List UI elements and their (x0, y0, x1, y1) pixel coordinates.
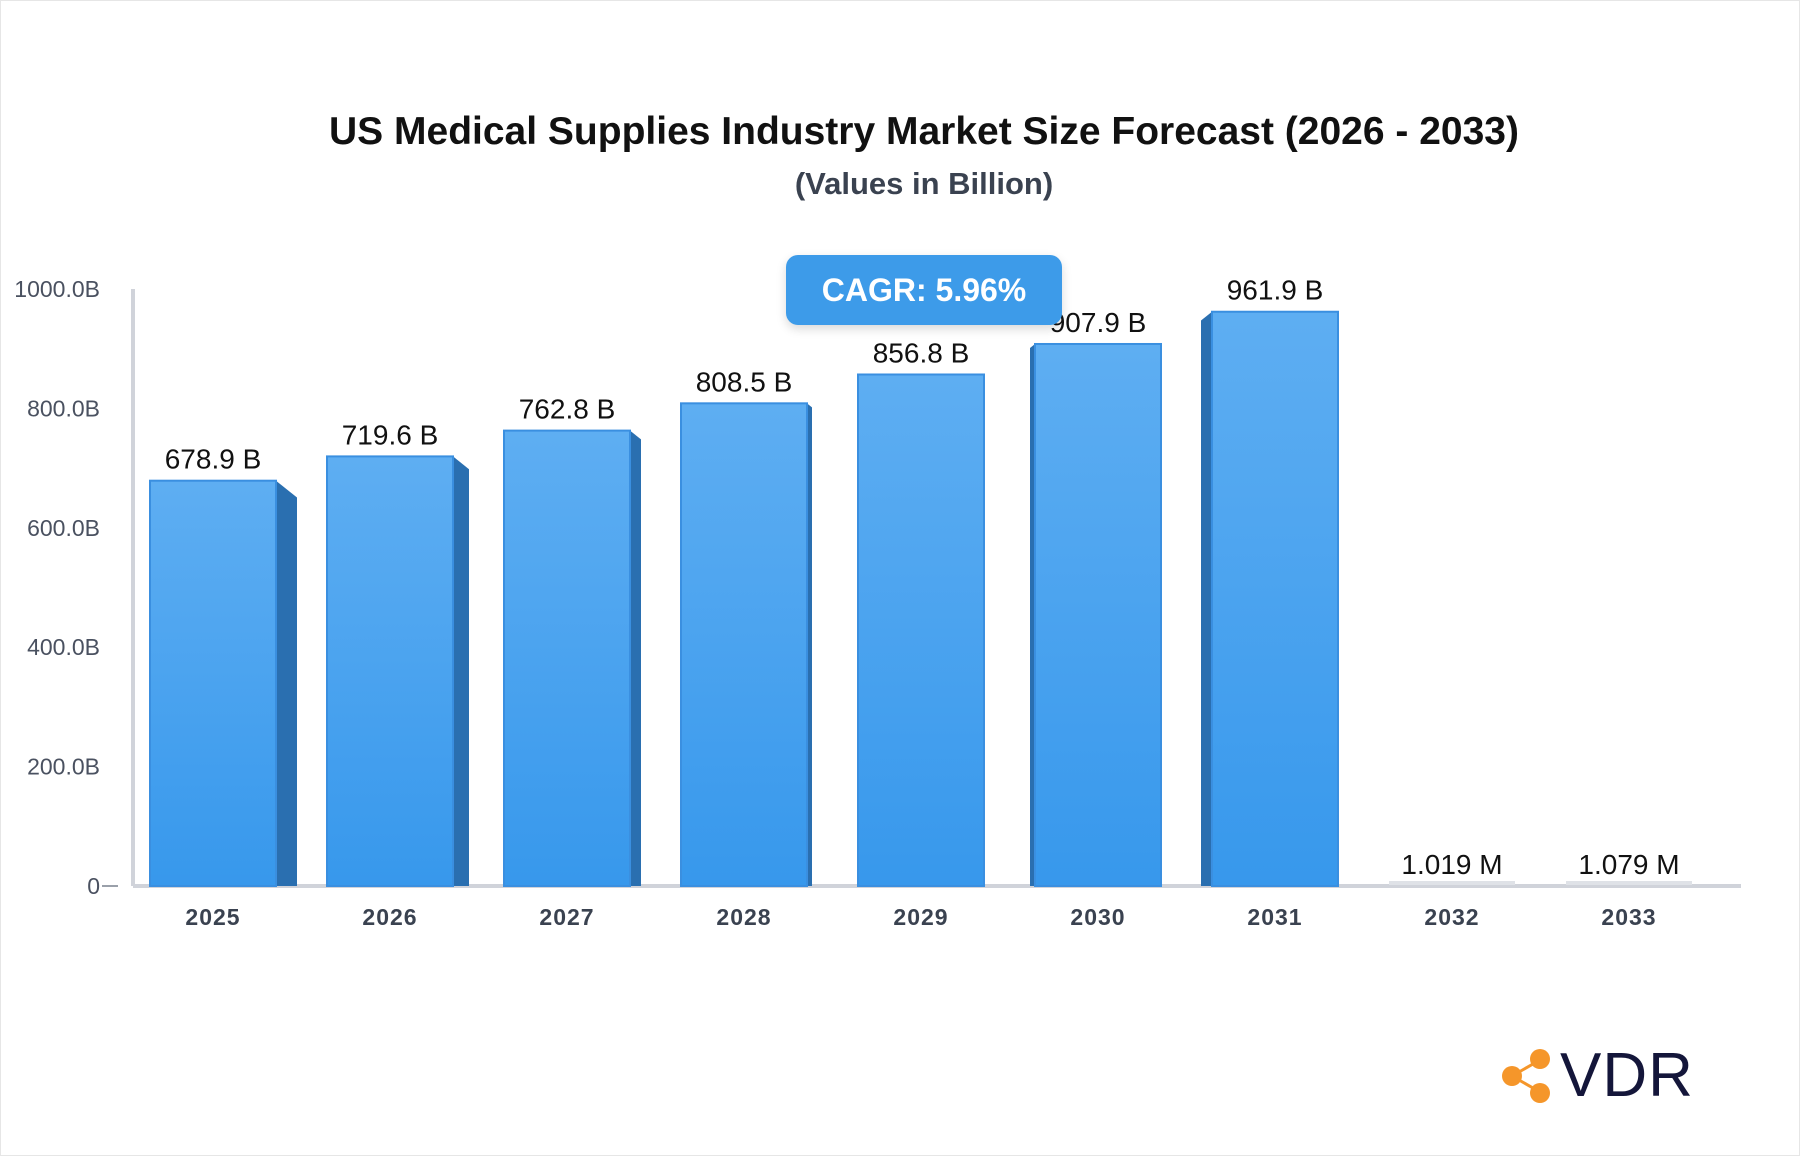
data-label: 762.8 B (519, 394, 616, 425)
x-tick-label: 2029 (893, 904, 948, 930)
bar-side (453, 456, 469, 886)
data-label: 1.079 M (1578, 849, 1679, 880)
data-label: 856.8 B (873, 337, 970, 368)
x-tick-label: 2025 (185, 904, 240, 930)
bar-side (1201, 311, 1212, 886)
bar-side (1030, 343, 1035, 886)
cagr-badge: CAGR: 5.96% (786, 255, 1062, 325)
x-tick-label: 2030 (1070, 904, 1125, 930)
y-tick-label: 200.0B (27, 754, 100, 780)
data-label: 1.019 M (1401, 849, 1502, 880)
bar-side (807, 403, 812, 886)
x-tick-label: 2031 (1247, 904, 1302, 930)
chart-title: US Medical Supplies Industry Market Size… (329, 110, 1519, 153)
y-tick-label: 800.0B (27, 395, 100, 421)
bar (1034, 342, 1162, 887)
x-tick-label: 2032 (1424, 904, 1479, 930)
data-label: 678.9 B (165, 444, 262, 475)
y-tick-label: 0 (87, 873, 100, 899)
bar (680, 402, 808, 887)
bar (1566, 881, 1692, 885)
chart-subtitle: (Values in Billion) (794, 166, 1054, 201)
x-tick-label: 2026 (362, 904, 417, 930)
y-tick-label: 1000.0B (14, 276, 100, 302)
data-label: 961.9 B (1227, 275, 1324, 306)
bar (503, 429, 631, 887)
data-label: 719.6 B (342, 419, 439, 450)
x-tick-label: 2027 (539, 904, 594, 930)
bar-side (630, 430, 641, 886)
bar (857, 373, 985, 887)
bar (326, 455, 454, 887)
bar (1389, 881, 1515, 885)
bar-side (276, 480, 297, 886)
data-label: 907.9 B (1050, 307, 1147, 338)
share-nodes-icon (1502, 1048, 1550, 1103)
vdr-logo: VDR (1500, 1040, 1694, 1111)
x-tick-label: 2033 (1601, 904, 1656, 930)
bar (149, 479, 277, 887)
x-tick-label: 2028 (716, 904, 771, 930)
y-tick-label: 400.0B (27, 634, 100, 660)
logo-text: VDR (1560, 1041, 1694, 1110)
y-tick-label: 600.0B (27, 515, 100, 541)
bar (1211, 310, 1339, 887)
data-label: 808.5 B (696, 366, 793, 397)
